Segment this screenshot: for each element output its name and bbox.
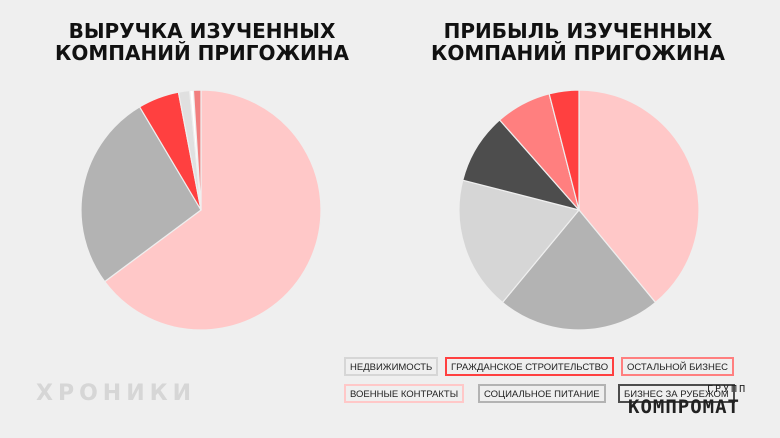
profit-pie-chart [458,89,700,331]
legend-item-abroad: БИЗНЕС ЗА РУБЕЖОМ [618,384,735,403]
pie-slice-catering [501,209,657,331]
legend-item-other-business: ОСТАЛЬНОЙ БИЗНЕС [621,357,735,376]
legend-item-construction: ГРАЖДАНСКОЕ СТРОИТЕЛЬСТВО [445,357,615,376]
revenue-title-line1: ВЫРУЧКА ИЗУЧЕННЫХ [68,19,336,43]
logo-grupp-text: ГРУПП [707,384,748,395]
pie-slice-construction [548,89,580,211]
khroniki-watermark: ХРОНИКИ [36,381,197,406]
revenue-pie-chart [80,89,322,331]
pie-slice-military [578,89,700,304]
profit-title-line2: КОМПАНИЙ ПРИГОЖИНА [431,41,725,65]
profit-title-line1: ПРИБЫЛЬ ИЗУЧЕННЫХ [443,19,713,43]
pie-slice-construction [192,89,202,211]
pie-slice-catering [80,106,202,283]
logo-kompromat-text: КОМПРОМАТ [628,396,740,418]
profit-chart-title: ПРИБЫЛЬ ИЗУЧЕННЫХ КОМПАНИЙ ПРИГОЖИНА [428,20,728,64]
pie-slice-military [103,89,322,331]
legend-item-catering: СОЦИАЛЬНОЕ ПИТАНИЕ [478,384,606,403]
legend-item-realestate: НЕДВИЖИМОСТЬ [344,357,439,376]
revenue-chart-title: ВЫРУЧКА ИЗУЧЕННЫХ КОМПАНИЙ ПРИГОЖИНА [52,20,352,64]
pie-slice-realestate [458,179,581,304]
revenue-title-line2: КОМПАНИЙ ПРИГОЖИНА [55,41,349,65]
legend-item-military: ВОЕННЫЕ КОНТРАКТЫ [344,384,465,403]
